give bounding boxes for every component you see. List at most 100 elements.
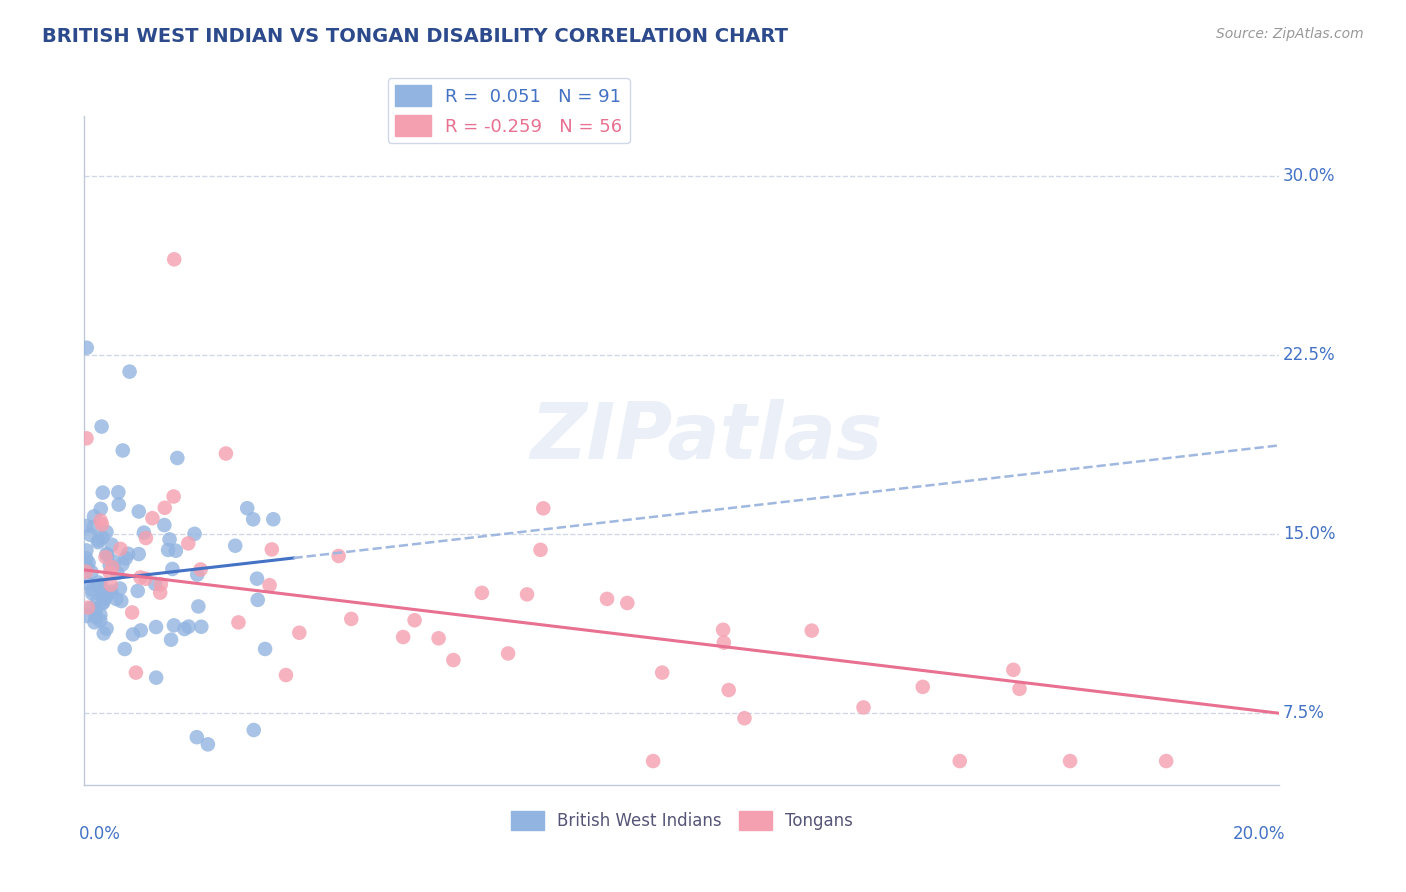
Point <box>129 624 152 638</box>
Point <box>949 754 972 768</box>
Point <box>852 700 875 714</box>
Point <box>274 668 297 682</box>
Point <box>190 620 212 634</box>
Point <box>76 341 98 355</box>
Point <box>110 541 132 556</box>
Point <box>93 591 115 605</box>
Point <box>96 547 118 561</box>
Point <box>516 587 538 601</box>
Point <box>404 613 426 627</box>
Text: 30.0%: 30.0% <box>1284 167 1336 185</box>
Point <box>242 723 264 737</box>
Point <box>596 591 619 606</box>
Point <box>441 653 464 667</box>
Point <box>75 543 97 558</box>
Point <box>288 625 311 640</box>
Text: Source: ZipAtlas.com: Source: ZipAtlas.com <box>1216 27 1364 41</box>
Point <box>125 665 148 680</box>
Point <box>129 570 152 584</box>
Point <box>91 597 114 611</box>
Point <box>117 547 139 561</box>
Point <box>162 490 184 504</box>
Point <box>531 501 554 516</box>
Text: BRITISH WEST INDIAN VS TONGAN DISABILITY CORRELATION CHART: BRITISH WEST INDIAN VS TONGAN DISABILITY… <box>42 27 789 45</box>
Point <box>166 450 188 465</box>
Point <box>91 531 114 545</box>
Point <box>75 565 97 579</box>
Point <box>77 556 100 570</box>
Point <box>111 558 134 572</box>
Point <box>135 531 157 545</box>
Point <box>93 626 115 640</box>
Point <box>149 585 172 599</box>
Point <box>651 665 673 680</box>
Point <box>89 614 111 628</box>
Point <box>96 622 118 636</box>
Point <box>197 737 219 751</box>
Point <box>90 514 112 528</box>
Point <box>127 583 149 598</box>
Point <box>80 565 103 579</box>
Point <box>392 630 415 644</box>
Point <box>114 551 136 566</box>
Point <box>121 606 143 620</box>
Point <box>91 590 114 604</box>
Point <box>101 560 124 574</box>
Point <box>122 627 145 641</box>
Point <box>157 543 180 558</box>
Point <box>110 594 132 608</box>
Point <box>259 578 281 592</box>
Point <box>90 419 112 434</box>
Point <box>177 536 200 550</box>
Point <box>107 485 129 500</box>
Point <box>1059 754 1081 768</box>
Point <box>162 562 184 576</box>
Point <box>87 533 110 548</box>
Point <box>100 578 122 592</box>
Point <box>529 542 551 557</box>
Point <box>77 600 100 615</box>
Point <box>246 572 269 586</box>
Point <box>471 586 494 600</box>
Text: 0.0%: 0.0% <box>79 825 121 843</box>
Point <box>75 519 97 533</box>
Point <box>186 730 208 744</box>
Point <box>83 520 105 534</box>
Point <box>145 671 167 685</box>
Point <box>135 572 157 586</box>
Point <box>145 620 167 634</box>
Point <box>96 548 118 562</box>
Point <box>153 518 176 533</box>
Point <box>328 549 350 563</box>
Point <box>98 558 121 573</box>
Point <box>94 550 117 565</box>
Point <box>163 618 186 632</box>
Point <box>262 512 284 526</box>
Point <box>87 535 110 549</box>
Point <box>190 562 212 576</box>
Point <box>90 501 112 516</box>
Text: ZIPatlas: ZIPatlas <box>530 399 882 475</box>
Point <box>101 538 124 552</box>
Point <box>108 582 131 596</box>
Point <box>111 443 134 458</box>
Point <box>98 566 121 580</box>
Point <box>616 596 638 610</box>
Point <box>103 555 125 569</box>
Point <box>1002 663 1025 677</box>
Point <box>228 615 250 630</box>
Point <box>165 543 187 558</box>
Text: 20.0%: 20.0% <box>1233 825 1285 843</box>
Point <box>340 612 363 626</box>
Point <box>186 567 208 582</box>
Point <box>89 607 111 622</box>
Point <box>713 635 735 649</box>
Text: 15.0%: 15.0% <box>1284 525 1336 543</box>
Point <box>84 605 107 619</box>
Point <box>94 591 117 606</box>
Point <box>246 592 269 607</box>
Text: 7.5%: 7.5% <box>1284 705 1324 723</box>
Point <box>183 526 205 541</box>
Point <box>76 576 98 591</box>
Point <box>643 754 665 768</box>
